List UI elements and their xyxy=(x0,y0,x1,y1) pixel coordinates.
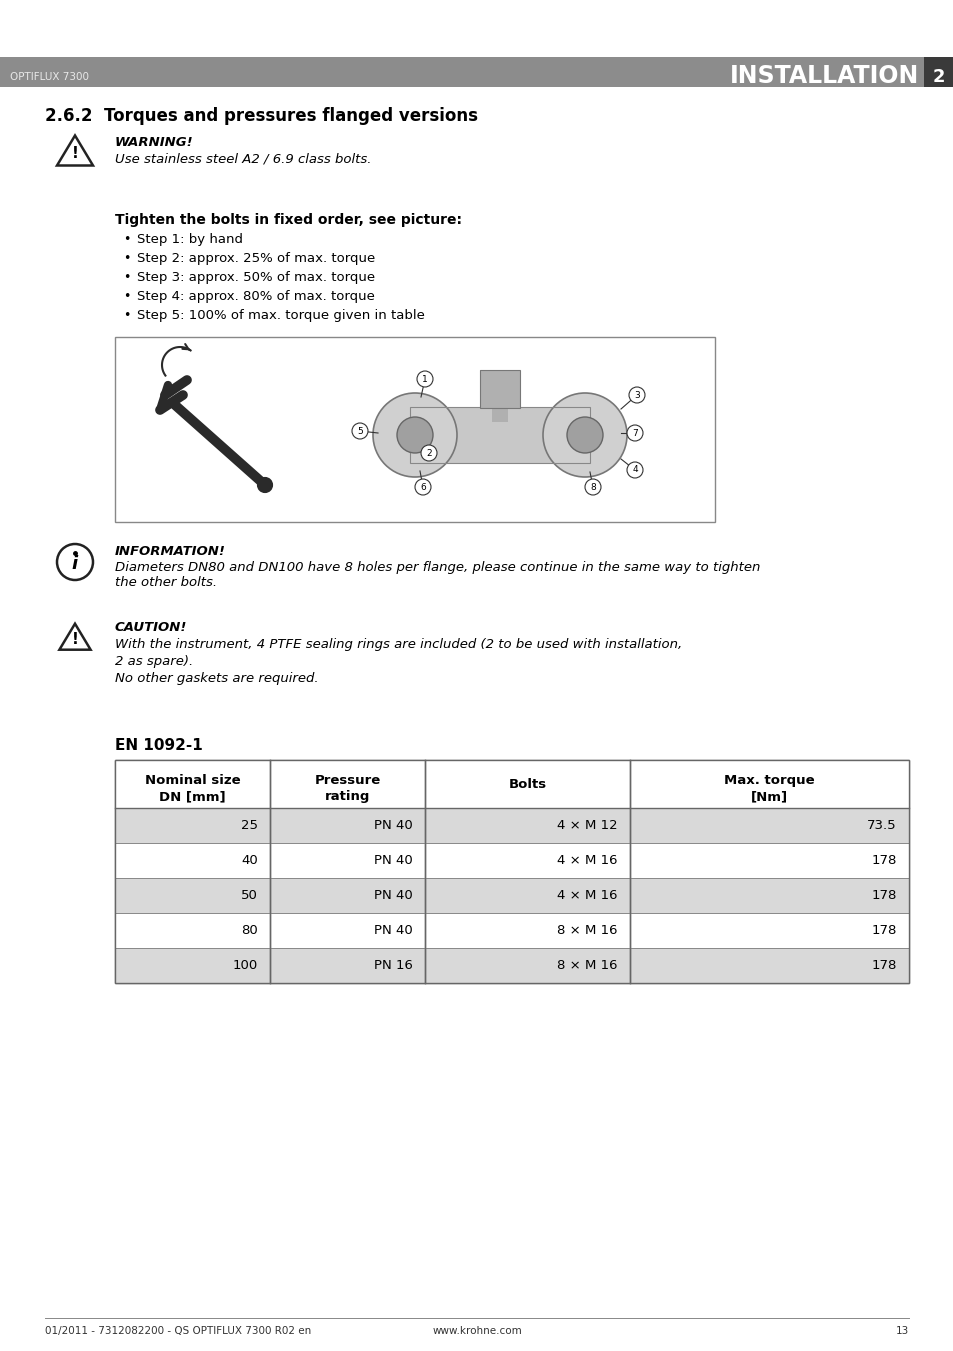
Bar xyxy=(115,761,908,984)
Text: 2: 2 xyxy=(932,68,944,86)
Bar xyxy=(492,407,507,422)
Bar xyxy=(115,843,908,878)
Text: 4 × M 12: 4 × M 12 xyxy=(557,819,618,832)
Text: •: • xyxy=(123,253,131,265)
Bar xyxy=(115,336,714,521)
Text: Diameters DN80 and DN100 have 8 holes per flange, please continue in the same wa: Diameters DN80 and DN100 have 8 holes pe… xyxy=(115,561,760,589)
Text: 8: 8 xyxy=(590,482,596,492)
Text: Pressure: Pressure xyxy=(314,774,380,788)
Bar xyxy=(479,370,519,408)
Text: !: ! xyxy=(71,632,78,647)
Bar xyxy=(410,407,589,463)
Text: Step 3: approx. 50% of max. torque: Step 3: approx. 50% of max. torque xyxy=(137,272,375,284)
Text: 73.5: 73.5 xyxy=(866,819,896,832)
Text: PN 40: PN 40 xyxy=(374,819,413,832)
Text: Step 1: by hand: Step 1: by hand xyxy=(137,232,243,246)
Text: 13: 13 xyxy=(895,1325,908,1336)
Bar xyxy=(115,761,908,984)
Text: 178: 178 xyxy=(871,854,896,867)
Text: 7: 7 xyxy=(632,428,638,438)
Circle shape xyxy=(396,417,433,453)
Bar xyxy=(479,370,519,408)
Text: 2.6.2  Torques and pressures flanged versions: 2.6.2 Torques and pressures flanged vers… xyxy=(45,107,477,126)
Text: 5: 5 xyxy=(356,427,362,435)
Circle shape xyxy=(352,423,368,439)
Text: 01/2011 - 7312082200 - QS OPTIFLUX 7300 R02 en: 01/2011 - 7312082200 - QS OPTIFLUX 7300 … xyxy=(45,1325,311,1336)
Text: Nominal size: Nominal size xyxy=(145,774,240,788)
Text: Step 5: 100% of max. torque given in table: Step 5: 100% of max. torque given in tab… xyxy=(137,309,424,322)
Bar xyxy=(115,808,908,843)
Text: 8 × M 16: 8 × M 16 xyxy=(557,959,618,971)
Circle shape xyxy=(584,480,600,494)
Bar xyxy=(115,913,908,948)
Text: 40: 40 xyxy=(241,854,257,867)
Circle shape xyxy=(420,444,436,461)
Text: Step 2: approx. 25% of max. torque: Step 2: approx. 25% of max. torque xyxy=(137,253,375,265)
Bar xyxy=(0,57,953,86)
Circle shape xyxy=(626,462,642,478)
Text: •: • xyxy=(123,290,131,303)
Bar xyxy=(115,948,908,984)
Circle shape xyxy=(626,426,642,440)
Text: No other gaskets are required.: No other gaskets are required. xyxy=(115,671,318,685)
Text: www.krohne.com: www.krohne.com xyxy=(432,1325,521,1336)
Text: 3: 3 xyxy=(634,390,639,400)
Circle shape xyxy=(57,544,92,580)
Text: i: i xyxy=(71,555,78,573)
Text: PN 40: PN 40 xyxy=(374,889,413,902)
Bar xyxy=(410,407,589,463)
Text: EN 1092-1: EN 1092-1 xyxy=(115,738,203,753)
Bar xyxy=(115,761,908,808)
Text: •: • xyxy=(123,309,131,322)
Polygon shape xyxy=(59,624,91,650)
Circle shape xyxy=(628,386,644,403)
Text: 80: 80 xyxy=(241,924,257,938)
Text: Step 4: approx. 80% of max. torque: Step 4: approx. 80% of max. torque xyxy=(137,290,375,303)
Text: 4: 4 xyxy=(632,466,638,474)
Text: 178: 178 xyxy=(871,924,896,938)
Bar xyxy=(115,336,714,521)
Text: 4 × M 16: 4 × M 16 xyxy=(557,889,618,902)
Text: 4 × M 16: 4 × M 16 xyxy=(557,854,618,867)
Circle shape xyxy=(416,372,433,386)
Text: Bolts: Bolts xyxy=(508,777,546,790)
Circle shape xyxy=(373,393,456,477)
Text: DN [mm]: DN [mm] xyxy=(159,790,226,802)
Circle shape xyxy=(415,480,431,494)
Text: 8 × M 16: 8 × M 16 xyxy=(557,924,618,938)
Circle shape xyxy=(542,393,626,477)
Text: PN 40: PN 40 xyxy=(374,924,413,938)
Text: 25: 25 xyxy=(241,819,257,832)
Text: Max. torque: Max. torque xyxy=(723,774,814,788)
Polygon shape xyxy=(57,135,92,166)
Bar xyxy=(115,878,908,913)
Text: INSTALLATION: INSTALLATION xyxy=(729,63,918,88)
Text: PN 16: PN 16 xyxy=(374,959,413,971)
Text: WARNING!: WARNING! xyxy=(115,136,193,149)
Text: CAUTION!: CAUTION! xyxy=(115,621,187,634)
Text: 100: 100 xyxy=(233,959,257,971)
Text: PN 40: PN 40 xyxy=(374,854,413,867)
Text: •: • xyxy=(123,272,131,284)
Text: Use stainless steel A2 / 6.9 class bolts.: Use stainless steel A2 / 6.9 class bolts… xyxy=(115,153,371,165)
Text: 2: 2 xyxy=(426,449,432,458)
Text: 178: 178 xyxy=(871,959,896,971)
Text: INFORMATION!: INFORMATION! xyxy=(115,544,226,558)
Text: 2 as spare).: 2 as spare). xyxy=(115,655,193,667)
Bar xyxy=(923,57,953,86)
Text: rating: rating xyxy=(324,790,370,802)
Text: 1: 1 xyxy=(421,374,428,384)
Text: •: • xyxy=(123,232,131,246)
Text: OPTIFLUX 7300: OPTIFLUX 7300 xyxy=(10,72,89,82)
Text: !: ! xyxy=(71,146,78,161)
Text: [Nm]: [Nm] xyxy=(750,790,787,802)
Text: 6: 6 xyxy=(419,482,425,492)
Text: With the instrument, 4 PTFE sealing rings are included (2 to be used with instal: With the instrument, 4 PTFE sealing ring… xyxy=(115,638,681,651)
Text: Tighten the bolts in fixed order, see picture:: Tighten the bolts in fixed order, see pi… xyxy=(115,213,461,227)
Text: 50: 50 xyxy=(241,889,257,902)
Circle shape xyxy=(566,417,602,453)
Text: 178: 178 xyxy=(871,889,896,902)
